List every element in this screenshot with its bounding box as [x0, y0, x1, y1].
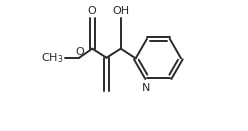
- Text: O: O: [88, 6, 97, 16]
- Text: OH: OH: [113, 6, 130, 16]
- Text: CH$_3$: CH$_3$: [41, 51, 64, 65]
- Text: N: N: [142, 83, 151, 92]
- Text: O: O: [75, 47, 84, 57]
